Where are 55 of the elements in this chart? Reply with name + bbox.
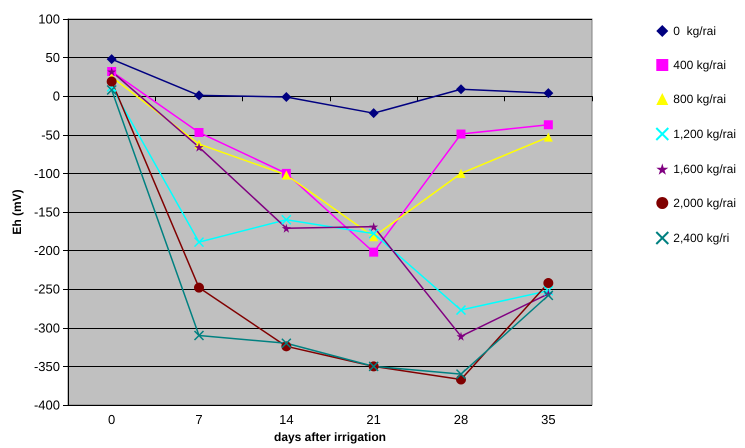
point	[281, 338, 292, 348]
point	[281, 92, 292, 102]
point	[543, 285, 554, 296]
legend-label: 800 kg/rai	[673, 92, 726, 106]
point	[106, 84, 117, 96]
point	[194, 330, 204, 341]
x-tick-label: 0	[108, 412, 116, 427]
point	[106, 76, 117, 87]
y-tick-label: 100	[38, 12, 60, 26]
legend-label: 2,000 kg/rai	[673, 196, 736, 210]
point	[543, 88, 554, 98]
x-tick-label: 28	[454, 412, 468, 427]
point	[194, 282, 204, 293]
y-tick-label: -400	[34, 398, 60, 412]
x-axis-title: days after irrigation	[274, 430, 386, 444]
point	[543, 290, 554, 301]
x-tick-label: 21	[366, 412, 381, 427]
point	[368, 108, 379, 118]
x-tick-label: 7	[195, 412, 203, 427]
point	[194, 236, 204, 248]
point	[456, 130, 466, 139]
point	[456, 168, 466, 178]
legend-label: 1,600 kg/rai	[673, 162, 736, 176]
point	[106, 54, 117, 64]
point	[456, 304, 466, 316]
y-tick-label: -150	[34, 204, 60, 220]
y-axis-title: Eh (mV)	[10, 189, 24, 235]
x-tick-label: 35	[541, 412, 556, 427]
point	[369, 222, 378, 232]
point	[194, 142, 204, 152]
y-tick-label: -200	[34, 243, 60, 258]
point	[543, 278, 554, 288]
y-tick-label: -300	[34, 320, 60, 336]
legend-label: 0 kg/rai	[673, 24, 716, 38]
point	[456, 84, 466, 94]
point	[544, 120, 553, 130]
point	[369, 248, 378, 257]
y-tick-label: -100	[34, 166, 60, 181]
legend-label: 1,200 kg/rai	[673, 127, 736, 141]
x-tick-label: 14	[279, 412, 294, 427]
point	[368, 228, 379, 239]
legend-label: 400 kg/rai	[673, 58, 726, 72]
point	[456, 332, 466, 341]
point	[456, 368, 466, 380]
legend-label: 2,400 kg/ri	[673, 231, 730, 245]
point	[194, 128, 204, 137]
y-tick-label: -50	[41, 127, 60, 142]
y-tick-label: 50	[46, 50, 60, 66]
point	[194, 90, 204, 100]
y-tick-label: -350	[34, 358, 60, 374]
y-tick-label: -250	[34, 282, 60, 297]
point	[281, 214, 292, 225]
point	[282, 224, 291, 233]
y-tick-label: 0	[52, 88, 60, 104]
point	[544, 132, 553, 142]
